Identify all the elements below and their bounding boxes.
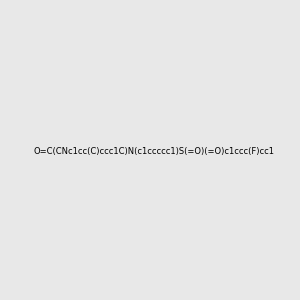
Text: O=C(CNc1cc(C)ccc1C)N(c1ccccc1)S(=O)(=O)c1ccc(F)cc1: O=C(CNc1cc(C)ccc1C)N(c1ccccc1)S(=O)(=O)c…: [33, 147, 274, 156]
